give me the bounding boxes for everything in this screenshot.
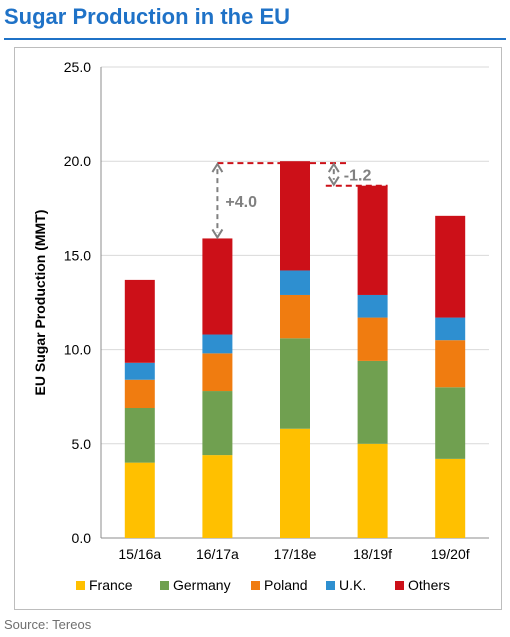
y-axis-label: EU Sugar Production (MMT): [32, 210, 48, 396]
bar-france-1920f: [435, 458, 466, 538]
bar-uk-1819f: [357, 294, 388, 318]
bar-poland-1920f: [435, 340, 466, 388]
legend-swatch: [251, 581, 260, 590]
title-divider: [4, 38, 506, 40]
y-tick-label: 0.0: [72, 530, 92, 546]
bar-germany-1920f: [435, 387, 466, 459]
bar-uk-1718e: [280, 270, 310, 295]
bar-others-1819f: [357, 185, 388, 295]
bar-uk-1617a: [202, 334, 233, 354]
legend-label: Others: [408, 577, 450, 593]
bar-france-1516a: [124, 462, 155, 538]
x-tick-label: 19/20f: [431, 546, 470, 562]
legend-label: Poland: [264, 577, 308, 593]
x-tick-label: 17/18e: [274, 546, 317, 562]
annotation-label: -1.2: [344, 167, 372, 184]
annotation-arrowhead: [327, 176, 340, 187]
bar-uk-1920f: [435, 317, 466, 341]
bar-germany-1516a: [124, 408, 155, 463]
annotation-arrowhead: [211, 228, 224, 240]
bar-poland-1516a: [124, 379, 155, 409]
page-title: Sugar Production in the EU: [4, 4, 291, 29]
legend-swatch: [76, 581, 85, 590]
y-tick-label: 5.0: [72, 436, 92, 452]
bar-others-1718e: [280, 161, 310, 271]
bar-germany-1617a: [202, 391, 233, 456]
bar-germany-1718e: [280, 338, 310, 429]
bar-others-1617a: [202, 238, 233, 335]
annotation-arrowhead: [211, 162, 224, 173]
bar-others-1920f: [435, 215, 466, 318]
legend-label: France: [89, 577, 133, 593]
stacked-bar-chart: 0.0 5.0 10.0 15.0 20.0 25.0 EU Sugar Productio…: [32, 59, 489, 593]
chart-frame: 0.0 5.0 10.0 15.0 20.0 25.0 EU Sugar Productio…: [14, 47, 502, 610]
legend-label: Germany: [173, 577, 231, 593]
legend-label: U.K.: [339, 577, 366, 593]
bar-france-1617a: [202, 455, 233, 538]
source-note: Source: Tereos: [4, 617, 92, 632]
x-tick-label: 18/19f: [353, 546, 392, 562]
bar-poland-1617a: [202, 353, 233, 392]
legend-swatch: [160, 581, 169, 590]
y-tick-label: 15.0: [64, 247, 91, 263]
annotation-label: +4.0: [225, 194, 257, 211]
bar-others-1516a: [124, 279, 155, 363]
y-tick-label: 25.0: [64, 59, 91, 75]
bar-poland-1819f: [357, 317, 388, 361]
legend-swatch: [395, 581, 404, 590]
legend-swatch: [326, 581, 335, 590]
bar-uk-1516a: [124, 362, 155, 380]
x-tick-label: 15/16a: [118, 546, 161, 562]
y-tick-label: 20.0: [64, 153, 91, 169]
y-tick-label: 10.0: [64, 342, 91, 358]
bar-poland-1718e: [280, 294, 310, 339]
bar-france-1718e: [280, 428, 310, 538]
x-tick-label: 16/17a: [196, 546, 239, 562]
bar-germany-1819f: [357, 360, 388, 444]
annotation-arrowhead: [327, 162, 340, 173]
bar-france-1819f: [357, 443, 388, 538]
